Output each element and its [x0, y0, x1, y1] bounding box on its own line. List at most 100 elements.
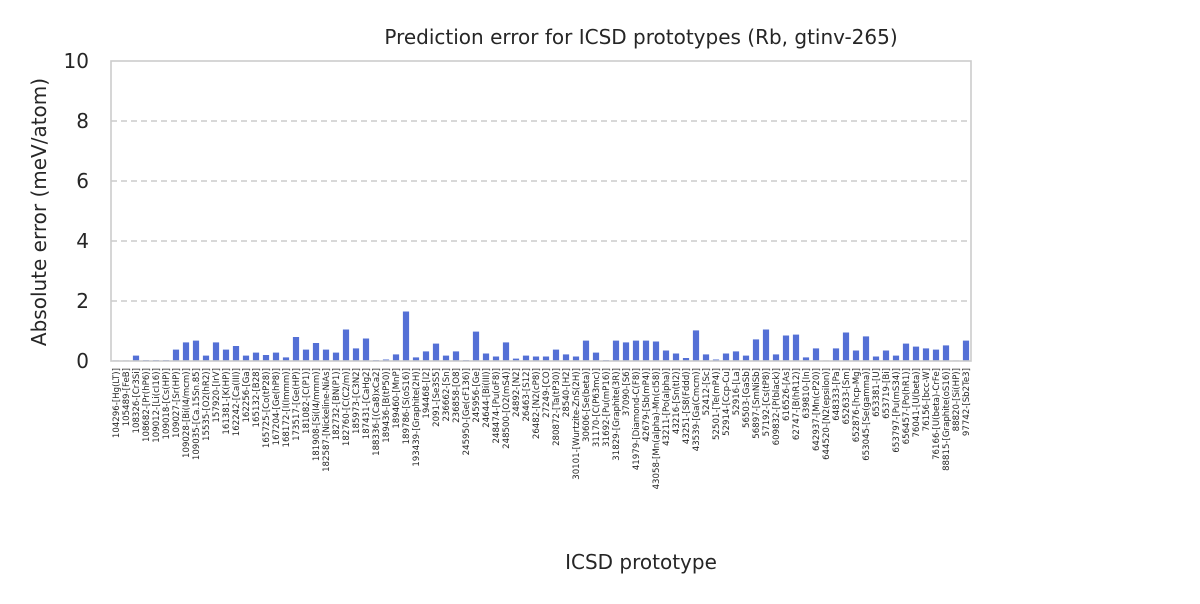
- bar: [232, 346, 240, 361]
- plot-area-frame: [110, 60, 972, 362]
- bar: [812, 348, 820, 361]
- x-tick-label: 76041-[U(beta)]: [912, 368, 922, 438]
- bar: [262, 355, 270, 361]
- bar: [312, 343, 320, 361]
- bar: [592, 352, 600, 361]
- bar: [862, 336, 870, 361]
- bar: [292, 337, 300, 361]
- bar: [562, 354, 570, 361]
- bar: [452, 351, 460, 361]
- bar: [172, 349, 180, 361]
- bar: [872, 356, 880, 361]
- x-tick-label: 648333-[Pa]: [832, 368, 842, 421]
- bar: [502, 342, 510, 361]
- bar: [772, 354, 780, 361]
- x-tick-label: 26482-[N2(cP8)]: [532, 368, 542, 439]
- x-axis-label: ICSD prototype: [565, 550, 717, 574]
- bar: [702, 354, 710, 361]
- x-tick-label: 109018-[Cs(HP)]: [162, 368, 172, 439]
- x-tick-label: 245956-[Ge]: [472, 368, 482, 423]
- bar: [442, 355, 450, 361]
- x-tick-label: 188336-[(Ca8)xCa2]: [372, 368, 382, 456]
- x-tick-label: 189436-[B(tP50)]: [382, 368, 392, 443]
- bar: [392, 354, 400, 361]
- x-tick-label: 108326-[Cr3Si]: [132, 368, 142, 433]
- x-tick-label: 248500-[O2(mS4)]: [502, 368, 512, 449]
- x-tick-label: 97742-[Sb2Te3]: [962, 368, 972, 436]
- x-tick-label: 28540-[H2]: [562, 368, 572, 417]
- bar: [192, 340, 200, 361]
- x-tick-label: 194468-[I2]: [422, 368, 432, 419]
- bar: [272, 352, 280, 361]
- x-tick-label: 62747-[B(hR12)]: [792, 368, 802, 440]
- x-tick-label: 109027-[Sr(HP)]: [172, 368, 182, 438]
- x-tick-label: 76166-[U(beta)-CrFe]: [932, 368, 942, 460]
- bar: [932, 349, 940, 361]
- bar: [782, 335, 790, 361]
- bar: [182, 342, 190, 361]
- x-tick-label: 653381-[U]: [872, 368, 882, 417]
- chart-title: Prediction error for ICSD prototypes (Rb…: [384, 25, 897, 49]
- x-tick-label: 109035-[Ca.15Sn.85]: [192, 368, 202, 460]
- bar: [662, 350, 670, 361]
- x-tick-label: 42679-[Sb(mP4)]: [642, 368, 652, 442]
- x-tick-label: 193439-[Graphite(2H)]: [412, 368, 422, 467]
- bar: [652, 341, 660, 361]
- x-tick-label: 24644-[Bi(III)]: [482, 368, 492, 428]
- x-tick-label: 108682-[Pr(hP6)]: [142, 368, 152, 442]
- bars: [112, 311, 970, 361]
- x-tick-label: 2091-[Se3S5]: [432, 368, 442, 427]
- bar: [742, 355, 750, 361]
- x-tick-label: 280872-[Ta(tP30)]: [552, 368, 562, 446]
- bar: [942, 345, 950, 361]
- x-tick-label: 105489-[FeB]: [122, 368, 132, 426]
- y-ticks: 0 2 4 6 8 10: [64, 49, 89, 373]
- y-tick-label: 2: [76, 289, 89, 313]
- y-tick-label: 0: [76, 349, 89, 373]
- x-tick-label: 52916-[La]: [732, 368, 742, 415]
- x-tick-label: 652633-[Sm]: [842, 368, 852, 424]
- x-tick-label: 245950-[Ge(cF136)]: [462, 368, 472, 455]
- bar: [922, 348, 930, 361]
- x-tick-label: 109028-[Bi(I4/mcm)]: [182, 368, 192, 458]
- x-tick-label: 43251-[S8(Fddd)]: [682, 368, 692, 444]
- x-tick-label: 31692-[Pu(mP16)]: [602, 368, 612, 447]
- x-tick-label: 639810-[In]: [802, 368, 812, 419]
- bar: [352, 348, 360, 361]
- x-tick-label: 57192-[Cs(tP8)]: [762, 368, 772, 436]
- bar: [242, 355, 250, 361]
- x-tick-label: 52914-[Ccp-Cu]: [722, 368, 732, 436]
- x-tick-label: 653797-[Pu(mS34)]: [892, 368, 902, 453]
- x-tick-label: 43216-[Sn(tI2)]: [672, 368, 682, 434]
- bar: [342, 329, 350, 361]
- x-tick-label: 173517-[Ge(HP)]: [292, 368, 302, 441]
- x-tick-label: 182587-[Nickeline-NiAs]: [322, 368, 332, 472]
- x-tick-label: 181908-[Si(I4/mmm)]: [312, 368, 322, 461]
- bar: [582, 340, 590, 361]
- bar: [962, 340, 970, 361]
- x-tick-label: 31170-[C(P63mc)]: [592, 368, 602, 447]
- y-axis-label: Absolute error (meV/atom): [27, 78, 51, 346]
- bar: [682, 358, 690, 361]
- bar: [212, 342, 220, 361]
- x-ticks: 104296-[Hg(LT)] 105489-[FeB] 108326-[Cr3Si…: [112, 368, 972, 489]
- bar: [492, 356, 500, 361]
- bar: [912, 346, 920, 361]
- x-tick-label: 189460-[MnP]: [392, 368, 402, 429]
- x-tick-label: 182732-[BN(P1)]: [332, 368, 342, 440]
- x-tick-label: 27249-[CO]: [542, 368, 552, 418]
- bar: [222, 349, 230, 361]
- bar: [722, 353, 730, 361]
- x-tick-label: 31829-[Graphite(3R)]: [612, 368, 622, 461]
- bar: [792, 334, 800, 361]
- bar: [832, 348, 840, 361]
- bar: [852, 350, 860, 361]
- x-tick-label: 653045-[Se(gamma)]: [862, 368, 872, 461]
- x-tick-label: 181082-[C(P1)]: [302, 368, 312, 434]
- x-tick-label: 236858-[O8]: [452, 368, 462, 423]
- bar: [552, 349, 560, 361]
- x-tick-label: 167204-[Ge(hP8)]: [272, 368, 282, 445]
- x-tick-label: 109012-[Li(cI16)]: [152, 368, 162, 443]
- x-tick-label: 24892-[N2]: [512, 368, 522, 417]
- x-tick-label: 609832-[P(black)]: [772, 368, 782, 445]
